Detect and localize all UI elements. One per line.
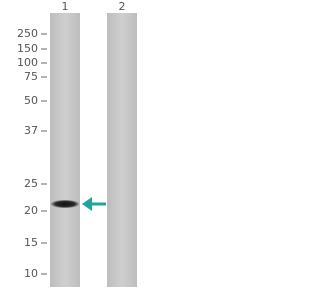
lane-2: [107, 13, 137, 287]
lane-1: [50, 13, 80, 287]
marker-label: 75: [24, 70, 38, 83]
marker-label: 50: [24, 94, 38, 107]
protein-band: [51, 200, 79, 208]
marker-label: 37: [24, 124, 38, 137]
lane-label: 2: [119, 0, 126, 13]
marker-label: 10: [24, 267, 38, 280]
marker-label: 100: [17, 56, 38, 69]
marker-label: 150: [17, 42, 38, 55]
marker-label: 15: [24, 236, 38, 249]
lane-label: 1: [62, 0, 69, 13]
marker-label: 20: [24, 204, 38, 217]
marker-label: 25: [24, 177, 38, 190]
marker-label: 250: [17, 27, 38, 40]
arrow: [82, 197, 106, 211]
